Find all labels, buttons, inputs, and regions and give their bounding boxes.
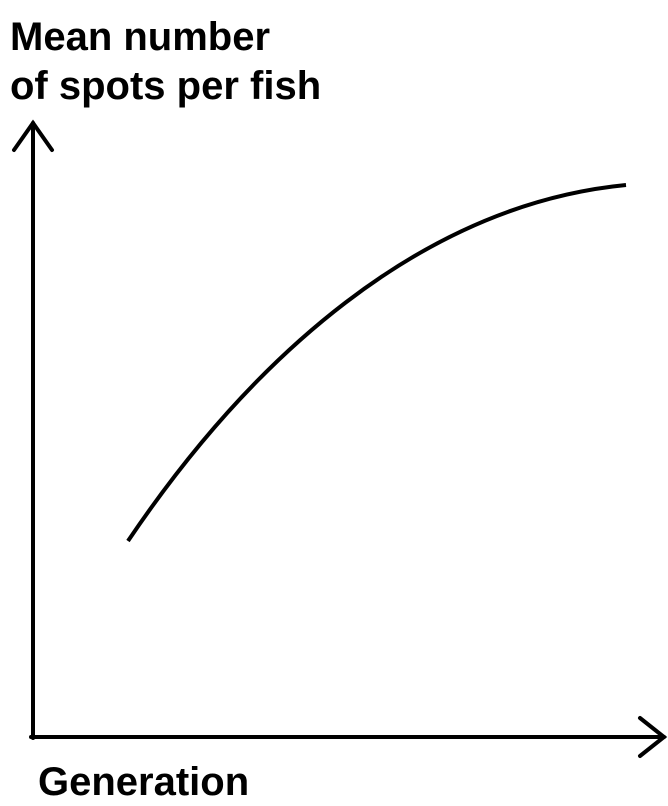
trend-curve (126, 183, 627, 543)
x-axis-label: Generation (38, 760, 249, 801)
axes (12, 119, 668, 758)
y-axis-label-line: of spots per fish (10, 64, 321, 108)
y-axis-label-line: Mean number (10, 15, 270, 59)
y-axis-arrow (12, 119, 54, 152)
x-axis-arrow (638, 716, 668, 758)
